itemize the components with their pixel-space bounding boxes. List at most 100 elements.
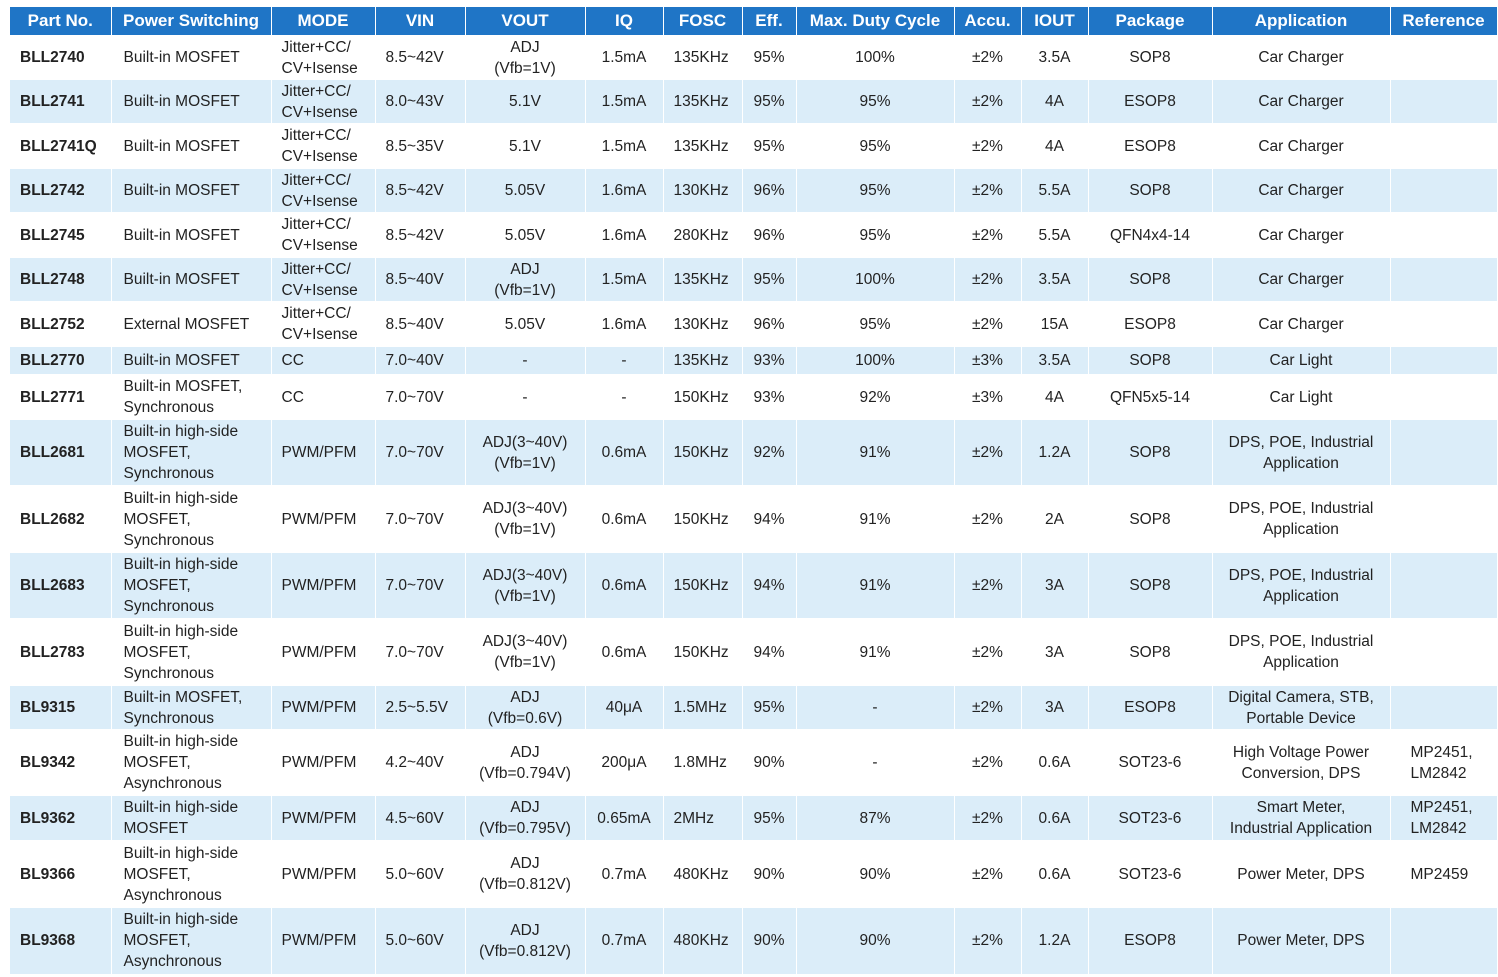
table-row: BLL2745 Built-in MOSFET Jitter+CC/CV+Isens… xyxy=(10,212,1498,258)
cell-mode-line: CV+Isense xyxy=(281,59,358,77)
cell-application-line: Car Charger xyxy=(1258,226,1344,244)
cell-vout: ADJ(3~40V) (Vfb=1V) xyxy=(465,552,586,619)
cell-max-duty-cycle: 91% xyxy=(796,419,955,486)
cell-mode-line: Jitter+CC/ xyxy=(281,38,351,56)
cell-iq: 0.7mA xyxy=(585,907,664,974)
cell-eff: 93% xyxy=(742,346,797,375)
table-row: BLL2783 Built-in high-side MOSFET, Synchron… xyxy=(10,618,1498,686)
cell-vout: 5.1V xyxy=(465,79,586,124)
cell-power-switching-line: Built-in high-side xyxy=(123,844,239,862)
cell-reference xyxy=(1390,552,1498,619)
cell-vout-line: ADJ(3~40V) xyxy=(482,433,568,451)
cell-vout-line: ADJ xyxy=(510,688,540,706)
cell-mode: CC xyxy=(271,346,376,375)
cell-power-switching-line: Built-in high-side xyxy=(123,489,239,507)
cell-application: Car Charger xyxy=(1212,79,1391,124)
cell-vout-line: (Vfb=0.812V) xyxy=(479,876,571,893)
cell-max-duty-cycle: 90% xyxy=(796,907,955,974)
table-row: BLL2742 Built-in MOSFET Jitter+CC/CV+Isens… xyxy=(10,168,1498,213)
cell-application-line: Power Meter, DPS xyxy=(1237,932,1365,950)
cell-application-line: DPS, POE, Industrial xyxy=(1228,566,1374,584)
cell-iq: 1.5mA xyxy=(585,257,664,302)
cell-package: SOP8 xyxy=(1088,618,1213,686)
cell-mode-line: PWM/PFM xyxy=(281,699,357,716)
cell-application-line: Car Charger xyxy=(1258,137,1344,155)
cell-mode: Jitter+CC/CV+Isense xyxy=(271,168,376,213)
cell-vout-line: ADJ xyxy=(510,799,540,816)
cell-application-line: Portable Device xyxy=(1246,709,1356,727)
cell-reference: MP2451, LM2842 xyxy=(1390,729,1498,796)
cell-mode: PWM/PFM xyxy=(271,552,376,619)
cell-iq: - xyxy=(585,374,664,420)
cell-mode-line: PWM/PFM xyxy=(281,444,357,461)
cell-vin: 7.0~70V xyxy=(375,419,466,486)
cell-fosc: 1.8MHz xyxy=(663,729,743,796)
cell-power-switching: Built-in high-side MOSFET, Synchronous xyxy=(111,485,272,553)
cell-package: QFN5x5-14 xyxy=(1088,374,1213,420)
cell-part-no: BL9362 xyxy=(10,795,112,841)
cell-power-switching-line: MOSFET, xyxy=(123,643,191,661)
cell-iout: 1.2A xyxy=(1021,907,1089,974)
table-row: BLL2770 Built-in MOSFET CC 7.0~40V - -135KHz 9… xyxy=(10,346,1498,375)
cell-accu: ±2% xyxy=(954,123,1022,169)
cell-vout: 5.1V xyxy=(465,123,586,169)
cell-vout-line: (Vfb=1V) xyxy=(494,654,556,671)
product-table-container: Part No. Power Switching MODE VIN VOUT I… xyxy=(10,7,1498,974)
cell-mode-line: PWM/PFM xyxy=(281,754,357,771)
cell-iq: 1.6mA xyxy=(585,168,664,213)
cell-part-no: BLL2783 xyxy=(10,618,112,686)
cell-iout: 0.6A xyxy=(1021,840,1089,908)
cell-eff: 95% xyxy=(742,257,797,302)
header-vin: VIN xyxy=(375,7,466,36)
cell-reference xyxy=(1390,301,1498,347)
cell-power-switching-line: Built-in MOSFET xyxy=(123,352,240,369)
table-row: BL9362 Built-in high-side MOSFET PWM/PFM 4.5… xyxy=(10,795,1498,841)
cell-power-switching-line: MOSFET xyxy=(123,820,189,837)
table-row: BLL2748 Built-in MOSFET Jitter+CC/CV+Isens… xyxy=(10,257,1498,302)
cell-application-line: Car Charger xyxy=(1258,182,1344,199)
cell-reference xyxy=(1390,685,1498,730)
cell-reference xyxy=(1390,485,1498,553)
cell-fosc: 150KHz xyxy=(663,374,743,420)
cell-application-line: Car Light xyxy=(1269,352,1333,369)
cell-vin: 5.0~60V xyxy=(375,840,466,908)
cell-power-switching-line: Built-in MOSFET, xyxy=(123,688,243,706)
cell-vin: 2.5~5.5V xyxy=(375,685,466,730)
cell-mode: Jitter+CC/CV+Isense xyxy=(271,123,376,169)
cell-accu: ±2% xyxy=(954,301,1022,347)
cell-iout: 2A xyxy=(1021,485,1089,553)
cell-reference xyxy=(1390,419,1498,486)
cell-application: Car Charger xyxy=(1212,123,1391,169)
cell-application-line: Car Light xyxy=(1269,388,1333,406)
cell-reference xyxy=(1390,212,1498,258)
cell-application-line: Power Meter, DPS xyxy=(1237,865,1365,883)
cell-vout: ADJ (Vfb=1V) xyxy=(465,35,586,80)
cell-fosc: 480KHz xyxy=(663,840,743,908)
cell-mode: Jitter+CC/CV+Isense xyxy=(271,301,376,347)
cell-vout-line: ADJ xyxy=(510,855,540,872)
cell-application-line: Car Charger xyxy=(1258,315,1344,333)
cell-application-line: Application xyxy=(1263,587,1339,605)
cell-application-line: Digital Camera, STB, xyxy=(1228,688,1374,706)
cell-eff: 92% xyxy=(742,419,797,486)
cell-vout-line: ADJ xyxy=(510,260,540,278)
header-iq: IQ xyxy=(585,7,664,36)
table-row: BLL2682 Built-in high-side MOSFET, Synchron… xyxy=(10,485,1498,553)
cell-vout-line: (Vfb=1V) xyxy=(494,521,556,538)
cell-eff: 94% xyxy=(742,552,797,619)
header-eff: Eff. xyxy=(742,7,797,36)
cell-accu: ±2% xyxy=(954,79,1022,124)
cell-part-no: BLL2740 xyxy=(10,35,112,80)
cell-reference xyxy=(1390,374,1498,420)
header-package: Package xyxy=(1088,7,1213,36)
cell-part-no: BL9342 xyxy=(10,729,112,796)
cell-power-switching-line: Built-in MOSFET xyxy=(123,182,240,199)
cell-mode-line: CV+Isense xyxy=(281,237,358,254)
cell-vout: ADJ(3~40V) (Vfb=1V) xyxy=(465,618,586,686)
cell-iq: 40μA xyxy=(585,685,664,730)
cell-power-switching: Built-in high-side MOSFET, Asynchronous xyxy=(111,840,272,908)
cell-vout: ADJ(3~40V) (Vfb=1V) xyxy=(465,485,586,553)
cell-power-switching-line: MOSFET, xyxy=(123,865,191,883)
cell-eff: 95% xyxy=(742,123,797,169)
cell-vout-line: ADJ xyxy=(510,921,540,939)
